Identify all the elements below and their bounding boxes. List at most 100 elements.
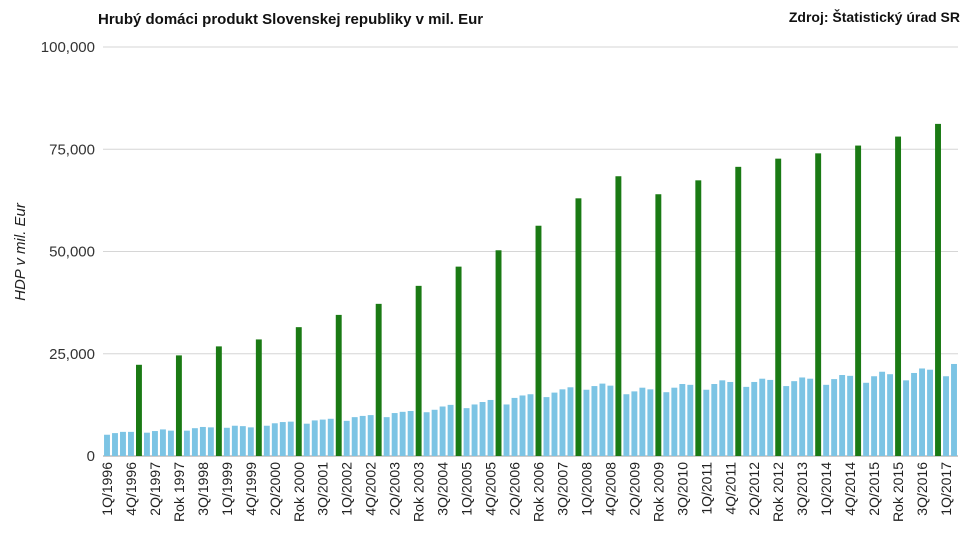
bar-annual xyxy=(935,123,941,456)
bar-annual xyxy=(575,198,582,456)
bar-quarter xyxy=(783,386,790,456)
y-tick-label: 25,000 xyxy=(49,346,95,363)
bar-annual xyxy=(455,266,462,456)
bar-quarter xyxy=(879,371,886,456)
x-tick-label: Rok 2012 xyxy=(770,462,786,522)
bar-quarter xyxy=(927,369,933,456)
x-tick-label: 4Q/2011 xyxy=(722,462,738,515)
x-tick-label: 1Q/2002 xyxy=(339,462,355,516)
bar-quarter xyxy=(327,418,334,456)
bar-quarter xyxy=(104,434,110,456)
bar-quarter xyxy=(519,395,526,456)
bar-annual xyxy=(655,194,662,457)
x-tick-label: 2Q/2009 xyxy=(626,462,642,516)
x-tick-label: 2Q/2003 xyxy=(387,462,403,516)
bar-quarter xyxy=(743,386,750,456)
bar-quarter xyxy=(239,426,246,456)
bar-annual xyxy=(775,158,782,457)
bar-quarter xyxy=(159,429,166,456)
bar-annual xyxy=(415,285,422,456)
bar-quarter xyxy=(607,385,614,456)
bar-quarter xyxy=(271,423,278,456)
bar-annual xyxy=(895,136,902,457)
x-tick-label: 4Q/2002 xyxy=(363,462,379,516)
bar-quarter xyxy=(439,406,446,456)
bar-quarter xyxy=(951,363,957,456)
bars xyxy=(104,123,957,457)
x-tick-label: 3Q/2010 xyxy=(674,462,690,516)
x-tick-label: 1Q/2008 xyxy=(578,462,594,516)
x-tick-label: 3Q/2013 xyxy=(794,462,810,516)
bar-quarter xyxy=(911,372,918,456)
bar-quarter xyxy=(431,409,438,456)
bar-annual xyxy=(255,339,262,456)
bar-quarter xyxy=(367,415,374,456)
bar-quarter xyxy=(279,422,286,456)
bar-annual xyxy=(535,225,542,456)
x-axis-ticks: 1Q/1996 4Q/1996 2Q/1997 Rok 1997 3Q/1998 1Q/1… xyxy=(99,462,954,522)
bar-quarter xyxy=(679,384,686,456)
bar-annual xyxy=(375,303,382,456)
bar-quarter xyxy=(151,431,158,456)
x-tick-label: 4Q/2014 xyxy=(842,462,858,516)
bar-quarter xyxy=(143,432,150,456)
bar-quarter xyxy=(567,387,574,456)
x-tick-label: Rok 2000 xyxy=(291,462,307,522)
bar-quarter xyxy=(359,415,366,456)
bar-annual xyxy=(495,250,502,456)
bar-annual xyxy=(855,145,862,456)
x-tick-label: 2Q/2000 xyxy=(267,462,283,516)
bar-quarter xyxy=(343,420,350,456)
x-tick-label: Rok 2006 xyxy=(530,462,546,522)
bar-quarter xyxy=(711,384,718,456)
x-tick-label: 1Q/2005 xyxy=(459,462,475,516)
x-tick-label: 3Q/2001 xyxy=(315,462,331,516)
x-tick-label: 4Q/1996 xyxy=(123,462,139,516)
bar-quarter xyxy=(527,394,534,456)
x-tick-label: Rok 2003 xyxy=(411,462,427,522)
x-tick-label: 3Q/2007 xyxy=(554,462,570,516)
x-tick-label: Rok 2015 xyxy=(890,462,906,522)
x-tick-label: 2Q/2006 xyxy=(507,462,523,516)
bar-quarter xyxy=(599,383,606,456)
bar-annual xyxy=(175,355,182,456)
x-tick-label: 2Q/2012 xyxy=(746,462,762,516)
bar-quarter xyxy=(903,380,910,456)
y-tick-label: 0 xyxy=(87,448,95,465)
bar-quarter xyxy=(583,389,590,456)
bar-quarter xyxy=(639,387,646,456)
bar-quarter xyxy=(311,420,318,456)
bar-annual xyxy=(295,327,302,456)
bar-quarter xyxy=(839,375,846,456)
bar-annual xyxy=(136,364,142,456)
bar-quarter xyxy=(207,427,214,456)
bar-annual xyxy=(335,314,342,456)
bar-quarter xyxy=(791,381,798,456)
bar-quarter xyxy=(543,397,550,456)
bar-quarter xyxy=(671,387,678,456)
bar-quarter xyxy=(503,404,510,456)
bar-quarter xyxy=(479,402,486,456)
bar-annual xyxy=(815,153,822,456)
bar-quarter xyxy=(823,384,830,456)
bar-quarter xyxy=(319,419,326,456)
x-tick-label: 1Q/1996 xyxy=(99,462,115,516)
y-tick-label: 100,000 xyxy=(41,39,95,56)
bar-quarter xyxy=(623,394,630,456)
bar-annual xyxy=(695,180,702,457)
bar-quarter xyxy=(183,430,190,456)
bar-quarter xyxy=(727,381,734,456)
x-tick-label: 3Q/2004 xyxy=(435,462,451,516)
bar-quarter xyxy=(112,433,118,456)
bar-quarter xyxy=(399,411,406,456)
x-tick-label: 4Q/2008 xyxy=(602,462,618,516)
x-tick-label: 2Q/2015 xyxy=(866,462,882,516)
bar-quarter xyxy=(831,379,838,456)
bar-quarter xyxy=(303,423,310,456)
y-axis-label: HDP v mil. Eur xyxy=(12,202,29,301)
bar-quarter xyxy=(759,378,766,456)
bar-quarter xyxy=(767,379,774,456)
bar-quarter xyxy=(887,374,894,456)
bar-quarter xyxy=(391,413,398,456)
